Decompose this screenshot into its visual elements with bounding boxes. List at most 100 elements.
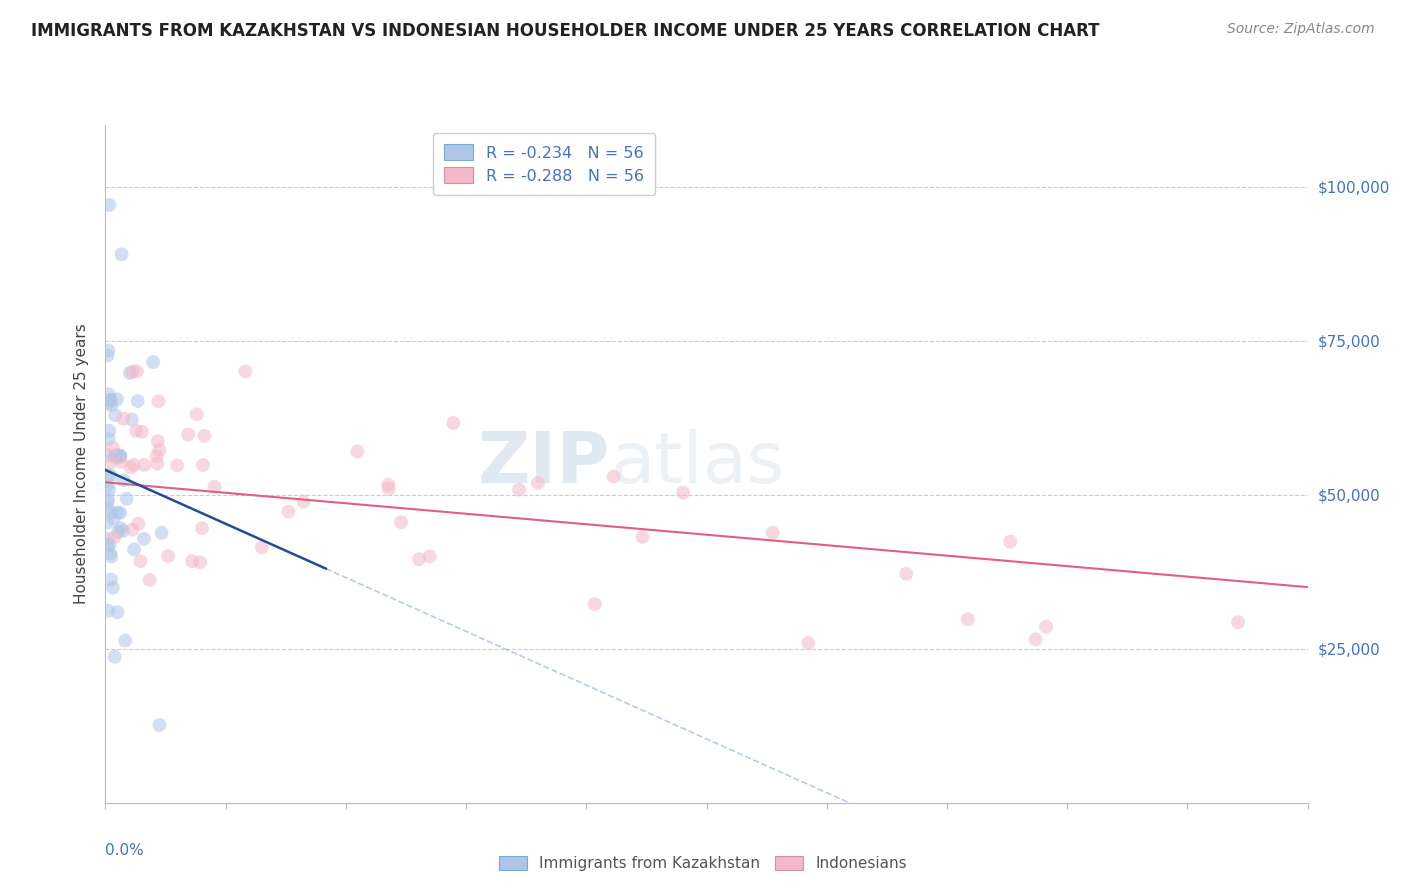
Point: [100, 573, 122, 587]
Point: [672, 485, 695, 500]
Point: [112, 473, 135, 487]
Point: [121, 412, 143, 426]
Point: [97, 467, 120, 482]
Point: [631, 530, 654, 544]
Point: [193, 429, 215, 443]
Point: [122, 458, 145, 472]
Point: [103, 511, 125, 525]
Point: [107, 605, 129, 619]
Point: [114, 633, 136, 648]
Point: [100, 469, 122, 483]
Point: [97, 538, 120, 552]
Point: [191, 458, 214, 472]
Point: [148, 394, 170, 409]
Point: [97, 492, 120, 507]
Point: [1000, 534, 1022, 549]
Point: [127, 394, 149, 409]
Point: [120, 460, 142, 475]
Point: [441, 416, 464, 430]
Point: [110, 455, 132, 469]
Point: [101, 441, 124, 455]
Point: [527, 475, 550, 490]
Point: [101, 581, 124, 595]
Point: [96, 348, 118, 362]
Point: [188, 555, 211, 569]
Point: [115, 491, 138, 506]
Point: [104, 649, 127, 664]
Point: [419, 549, 441, 564]
Point: [1035, 620, 1057, 634]
Point: [97, 387, 120, 401]
Point: [96, 532, 118, 546]
Text: ZIP: ZIP: [478, 429, 610, 499]
Point: [125, 364, 148, 378]
Point: [96, 479, 118, 493]
Point: [145, 449, 167, 463]
Point: [204, 480, 226, 494]
Point: [956, 612, 979, 626]
Point: [131, 425, 153, 439]
Point: [602, 469, 624, 483]
Point: [142, 355, 165, 369]
Point: [129, 554, 152, 568]
Point: [96, 495, 118, 509]
Point: [1227, 615, 1250, 629]
Point: [146, 457, 169, 471]
Point: [277, 505, 299, 519]
Point: [377, 477, 399, 491]
Point: [98, 483, 121, 497]
Text: Source: ZipAtlas.com: Source: ZipAtlas.com: [1227, 22, 1375, 37]
Point: [105, 392, 128, 407]
Point: [104, 408, 127, 422]
Point: [292, 494, 315, 508]
Point: [120, 366, 142, 380]
Point: [148, 718, 170, 732]
Point: [583, 597, 606, 611]
Point: [121, 523, 143, 537]
Point: [100, 398, 122, 412]
Point: [346, 444, 368, 458]
Point: [100, 392, 122, 407]
Point: [100, 549, 122, 564]
Point: [105, 448, 128, 462]
Point: [98, 537, 121, 551]
Point: [97, 343, 120, 358]
Text: 0.0%: 0.0%: [105, 844, 145, 858]
Point: [98, 547, 121, 561]
Point: [508, 483, 530, 497]
Point: [166, 458, 188, 473]
Point: [103, 530, 125, 544]
Point: [138, 573, 160, 587]
Point: [121, 364, 143, 378]
Point: [105, 450, 128, 465]
Point: [98, 456, 121, 470]
Point: [108, 450, 131, 465]
Point: [105, 506, 128, 520]
Point: [108, 449, 131, 463]
Point: [250, 541, 273, 555]
Point: [408, 552, 430, 566]
Point: [96, 501, 118, 516]
Point: [98, 424, 121, 438]
Point: [148, 442, 170, 457]
Point: [98, 393, 121, 408]
Point: [127, 516, 149, 531]
Point: [797, 636, 820, 650]
Point: [98, 198, 121, 212]
Point: [125, 424, 148, 438]
Point: [1025, 632, 1047, 647]
Legend: R = -0.234   N = 56, R = -0.288   N = 56: R = -0.234 N = 56, R = -0.288 N = 56: [433, 133, 655, 194]
Point: [181, 554, 204, 568]
Point: [186, 407, 208, 421]
Point: [107, 524, 129, 539]
Point: [97, 604, 120, 618]
Point: [896, 566, 918, 581]
Point: [96, 516, 118, 530]
Point: [191, 521, 214, 535]
Y-axis label: Householder Income Under 25 years: Householder Income Under 25 years: [75, 324, 90, 604]
Point: [134, 458, 156, 472]
Point: [377, 482, 399, 496]
Point: [110, 449, 132, 463]
Point: [97, 396, 120, 410]
Point: [110, 247, 132, 261]
